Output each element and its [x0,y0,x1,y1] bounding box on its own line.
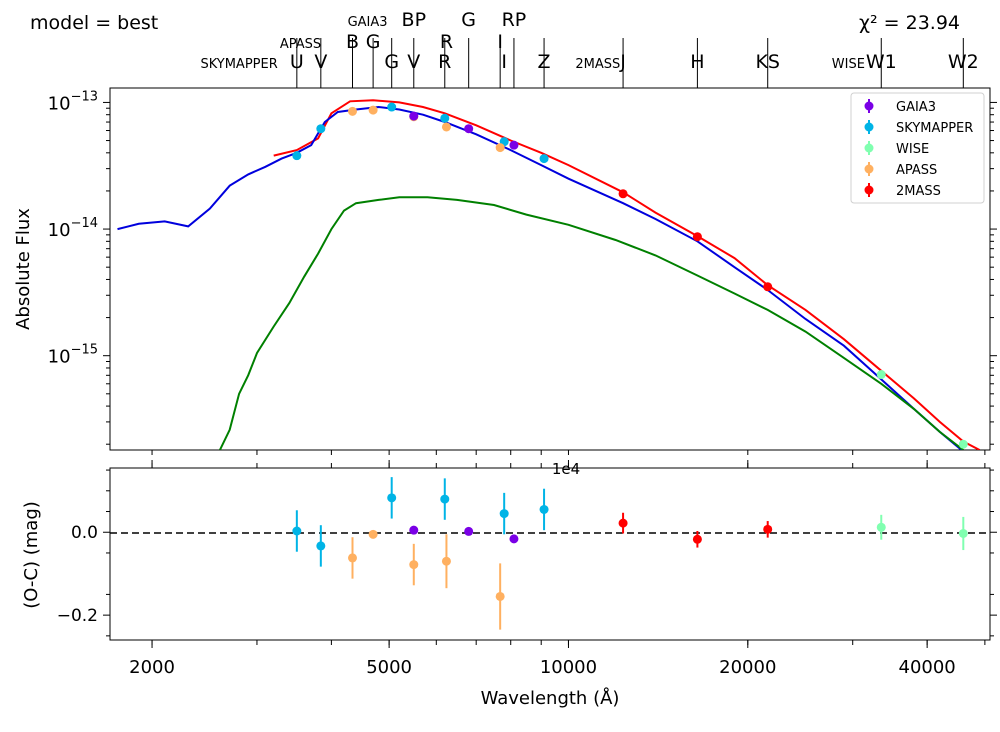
res-point-skymapper-2 [387,493,397,503]
res-y-tick-label-0: 0.0 [71,523,98,543]
filter-label-1-0: APASS [280,37,321,52]
res-y-tick-label-1: −0.2 [57,606,98,626]
sed-y-tick-label-2: 10−15 [48,343,98,368]
filter-label-2-8: 2MASS [575,57,620,72]
legend-marker-0 [864,101,874,111]
x-axis-overlap-label: 1e4 [552,460,580,478]
residual-panel: (O-C) (mag) 1e4 Wavelength (Å) 0.0 −0.2 2… [21,450,997,709]
res-point-2mass-16 [763,524,773,534]
res-point-skymapper-3 [440,494,450,504]
res-point-skymapper-5 [539,504,549,514]
phot-point-apass-3 [441,122,451,132]
phot-point-skymapper-1 [316,124,326,134]
legend-label-3: APASS [896,163,937,178]
phot-point-wise-1 [958,439,968,449]
legend-marker-2 [864,143,874,153]
res-point-apass-10 [495,591,505,601]
legend-marker-3 [864,164,874,174]
sed-y-tick-label-0: 10−13 [48,89,98,114]
phot-point-2mass-2 [763,282,773,292]
model-label: model = best [30,12,158,34]
phot-point-gaia3-0 [409,111,419,121]
phot-point-2mass-1 [692,232,702,242]
sed-y-axis-label: Absolute Flux [13,208,34,330]
res-point-skymapper-0 [292,526,302,536]
res-point-skymapper-1 [316,541,326,551]
legend-label-1: SKYMAPPER [896,121,973,136]
filter-label-0-1: BP [402,9,427,31]
chi2-label: χ² = 23.94 [859,12,960,34]
sed-y-tick-label-1: 10−14 [48,216,98,241]
sed-photometry-points [292,102,968,449]
residual-x-ticks: 2000 5000 10000 20000 40000 [129,450,986,678]
filter-label-2-6: I [501,51,507,73]
phot-point-2mass-0 [618,189,628,199]
x-tick-label-3: 20000 [719,657,776,678]
phot-point-apass-1 [368,105,378,115]
filter-label-1-3: R [440,31,453,53]
res-point-gaia3-12 [464,526,474,536]
model-line-2 [219,196,964,450]
residual-points [292,477,968,630]
res-point-gaia3-13 [509,534,519,544]
phot-point-apass-0 [347,106,357,116]
res-point-apass-8 [409,560,419,570]
res-point-wise-17 [876,522,886,532]
x-tick-label-1: 5000 [366,657,412,678]
res-point-apass-6 [347,553,357,563]
legend-box [850,92,985,204]
phot-point-skymapper-3 [440,113,450,123]
res-point-skymapper-4 [499,509,509,519]
phot-point-skymapper-5 [539,154,549,164]
residual-y-ticks: 0.0 −0.2 [57,469,997,637]
x-tick-label-4: 40000 [899,657,956,678]
res-point-wise-18 [958,528,968,538]
legend-label-2: WISE [896,142,929,157]
legend-marker-4 [864,185,874,195]
x-axis-label: Wavelength (Å) [481,687,620,709]
filter-label-0-0: GAIA3 [348,15,388,30]
res-point-gaia3-11 [409,525,419,535]
phot-point-apass-4 [495,143,505,153]
filter-label-2-12: WISE [832,57,865,72]
residual-plot-frame [109,467,991,641]
filter-label-0-3: RP [502,9,527,31]
sed-panel: Absolute Flux 10−13 10−14 10−15 GAIA3 SKYMA… [13,87,997,451]
filter-label-2-0: SKYMAPPER [200,57,277,72]
phot-point-gaia3-2 [509,140,519,150]
res-point-apass-7 [368,529,378,539]
sed-legend: GAIA3 SKYMAPPER WISE APASS 2MASS [850,92,985,204]
sed-plot-frame [109,87,991,451]
phot-point-gaia3-1 [464,124,474,134]
legend-label-0: GAIA3 [896,100,936,115]
phot-point-skymapper-2 [387,102,397,112]
res-point-apass-9 [441,556,451,566]
residual-y-axis-label: (O-C) (mag) [21,501,42,609]
sed-model-lines [117,99,981,450]
legend-label-4: 2MASS [896,184,941,199]
x-tick-label-2: 10000 [540,657,597,678]
phot-point-wise-0 [876,370,886,380]
legend-marker-1 [864,122,874,132]
phot-point-skymapper-0 [292,151,302,161]
filter-label-0-2: G [461,9,476,31]
filter-ticks [296,38,964,88]
model-line-1 [117,105,964,450]
res-point-2mass-14 [618,518,628,528]
res-point-2mass-15 [692,534,702,544]
x-tick-label-0: 2000 [129,657,175,678]
